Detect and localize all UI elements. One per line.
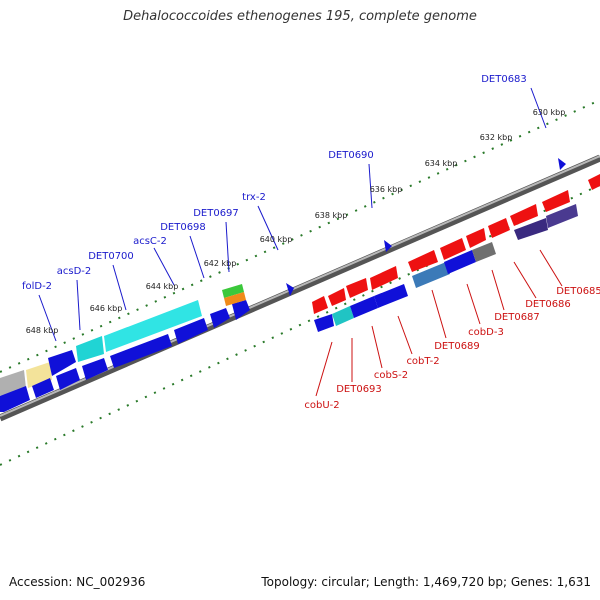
label-connector-line [315,341,333,397]
ruler-tick-label: 632 kbp [480,133,513,142]
label-connector-line [371,325,383,369]
gene-arrow [32,378,54,398]
ruler-tick-labels: 630 kbp 632 kbp 634 kbp 636 kbp 638 kbp 640 k… [26,108,566,335]
gene-arrow [384,240,392,252]
gene-arrow [346,278,368,298]
label-connector-line [513,261,537,299]
ruler-tick-label: 642 kbp [204,259,237,268]
gene-arrow [0,386,30,412]
gene-arrow [472,242,496,262]
gene-arrow [48,350,76,376]
ruler-tick-label: 640 kbp [260,235,293,244]
gene-label[interactable]: DET0693 [336,384,382,395]
gene-arrow [440,238,466,260]
gene-label[interactable]: acsD-2 [57,266,92,277]
minus-strand-genes[interactable] [312,174,600,332]
gene-arrow [174,318,208,344]
gene-arrow [444,250,476,274]
ruler-tick-label: 636 kbp [370,185,403,194]
genome-info-text: Topology: circular; Length: 1,469,720 bp… [261,575,591,589]
gene-arrow [588,174,600,190]
label-connector-line [112,264,127,311]
gene-arrow [82,358,108,380]
label-connector-line [225,221,230,273]
gene-label[interactable]: folD-2 [22,281,52,292]
ruler-tick-label: 638 kbp [315,211,348,220]
gene-label[interactable]: DET0700 [88,251,134,262]
gene-label[interactable]: cobU-2 [304,400,339,411]
gene-label[interactable]: cobT-2 [406,356,439,367]
gene-arrow [332,306,354,326]
gene-arrow [374,284,408,308]
plus-strand-genes[interactable] [0,158,566,412]
gene-arrow [286,283,294,296]
label-connector-line [431,289,447,339]
label-connector-line [153,247,175,286]
gene-label[interactable]: cobS-2 [374,370,408,381]
gene-label[interactable]: DET0683 [481,74,527,85]
gene-label[interactable]: DET0690 [328,150,374,161]
genome-backbone [0,154,600,422]
map-title: Dehalococcoides ethenogenes 195, complet… [123,9,477,24]
gene-label[interactable]: DET0686 [525,299,571,310]
ruler-tick-label: 648 kbp [26,326,59,335]
label-connector-line [76,279,81,331]
label-connector-line [466,283,481,325]
gene-arrow [408,250,438,272]
ruler-tick-label: 646 kbp [90,304,123,313]
gene-label[interactable]: DET0685 [556,286,600,297]
accession-text: Accession: NC_002936 [9,575,146,589]
gene-arrow [510,204,538,226]
gene-arrow [222,284,244,298]
gene-arrow [56,368,80,390]
gene-arrow [232,300,250,320]
label-connector-line [539,249,563,287]
gene-arrow [488,218,510,238]
gene-label[interactable]: trx-2 [242,192,266,203]
gene-arrow [312,296,328,314]
gene-arrow [224,292,246,306]
gene-arrow [542,190,570,212]
gene-arrow [76,336,104,362]
gene-arrow [412,262,450,288]
label-connector-line [397,315,413,355]
gene-arrow [558,158,566,170]
ruler-tick-label: 634 kbp [425,159,458,168]
label-connector-line [38,294,57,342]
gene-label[interactable]: DET0687 [494,312,540,323]
gene-label[interactable]: DET0698 [160,222,206,233]
ruler-tick-label: 644 kbp [146,282,179,291]
gene-arrow [110,334,172,368]
gene-arrow [466,228,486,248]
gene-label[interactable]: DET0697 [193,208,239,219]
label-connectors [38,87,563,397]
gene-arrow [370,266,398,290]
gene-arrow [314,314,334,332]
gene-arrow [210,308,230,328]
label-connector-line [530,87,547,129]
gene-arrow [514,218,548,240]
gene-arrow [328,288,346,306]
gene-arrow [104,300,202,352]
ruler-inner [0,184,600,466]
label-connector-line [368,163,373,209]
ruler-tick-label: 630 kbp [533,108,566,117]
label-connector-line [189,235,205,279]
gene-arrow [546,204,578,228]
label-connector-line [491,269,505,311]
gene-arrow [350,296,378,318]
gene-label[interactable]: DET0689 [434,341,480,352]
label-connector-line [257,205,279,251]
gene-label[interactable]: cobD-3 [468,327,504,338]
gene-label[interactable]: acsC-2 [133,236,167,247]
